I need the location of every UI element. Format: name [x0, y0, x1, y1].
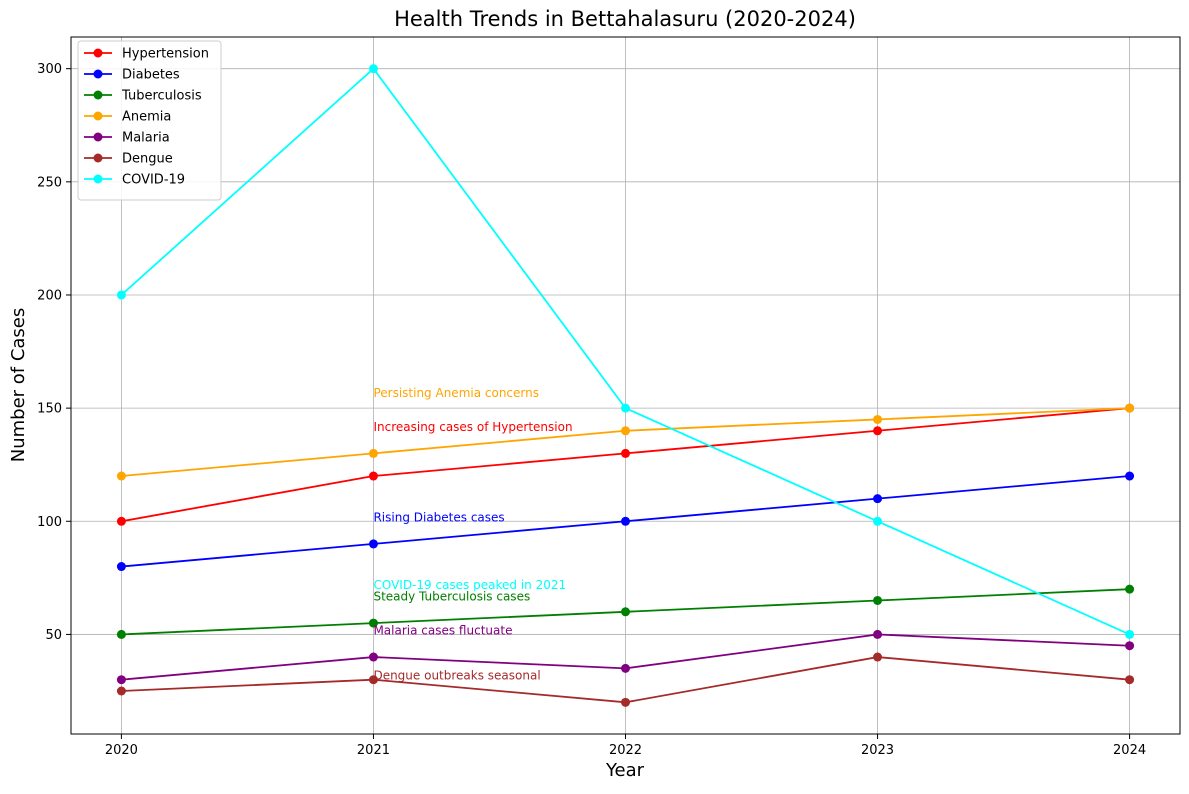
- x-tick-label: 2022: [609, 743, 642, 758]
- plot-area-frame: [70, 36, 1181, 735]
- series-hypertension: [116, 403, 1135, 526]
- annotation-label: Malaria cases fluctuate: [373, 623, 512, 637]
- data-point-anemia: [1125, 403, 1135, 413]
- series-tuberculosis: [116, 584, 1135, 639]
- data-point-hypertension: [368, 471, 378, 481]
- data-point-tuberculosis: [1125, 584, 1135, 594]
- data-point-covid-19: [873, 516, 883, 526]
- legend-entry: Malaria: [122, 131, 170, 146]
- data-point-covid-19: [621, 403, 630, 413]
- data-point-covid-19: [1125, 629, 1135, 639]
- legend-entry: Dengue: [122, 152, 173, 167]
- y-tick-label: 100: [37, 515, 62, 530]
- legend: Hypertension Diabetes Tuberculosis Anemia Ma…: [77, 40, 222, 201]
- y-tick-label: 250: [37, 175, 62, 190]
- annotation-label: COVID-19 cases peaked in 2021: [373, 578, 566, 592]
- data-point-diabetes: [873, 494, 883, 504]
- legend-entry: Anemia: [122, 110, 171, 125]
- legend-marker: [93, 48, 103, 58]
- data-point-tuberculosis: [368, 618, 378, 628]
- series-malaria: [116, 629, 1135, 685]
- x-tick-label: 2021: [357, 743, 390, 758]
- y-axis-ticks: 50 100 150 200 250 300: [37, 62, 71, 643]
- data-point-anemia: [873, 414, 883, 424]
- annotations: Persisting Anemia concerns Increasing cas…: [373, 386, 572, 683]
- data-point-malaria: [1125, 641, 1135, 651]
- y-tick-label: 50: [45, 628, 62, 643]
- legend-entry: COVID-19: [122, 173, 185, 188]
- data-point-hypertension: [873, 426, 883, 436]
- data-point-diabetes: [621, 516, 630, 526]
- data-point-anemia: [621, 426, 630, 436]
- data-point-hypertension: [116, 516, 126, 526]
- y-tick-label: 300: [37, 62, 62, 77]
- data-point-anemia: [368, 448, 378, 458]
- legend-entry: Diabetes: [122, 68, 180, 83]
- data-point-dengue: [621, 697, 630, 707]
- x-axis-ticks: 2020 2021 2022 2023 2024: [105, 734, 1146, 758]
- data-point-covid-19: [368, 64, 378, 74]
- y-axis-label: Number of Cases: [8, 308, 29, 463]
- annotation-label: Rising Diabetes cases: [373, 510, 504, 524]
- series-anemia: [116, 403, 1135, 481]
- x-tick-label: 2023: [861, 743, 894, 758]
- legend-marker: [93, 132, 103, 142]
- annotation-label: Increasing cases of Hypertension: [373, 420, 572, 434]
- data-point-malaria: [116, 675, 126, 685]
- data-point-dengue: [873, 652, 883, 662]
- legend-marker: [93, 174, 103, 184]
- data-point-malaria: [621, 663, 630, 673]
- data-point-dengue: [116, 686, 126, 696]
- series-diabetes: [116, 471, 1135, 572]
- x-tick-label: 2020: [105, 743, 138, 758]
- data-point-dengue: [1125, 675, 1135, 685]
- data-point-tuberculosis: [116, 629, 126, 639]
- series-covid-19: [116, 64, 1135, 639]
- annotation-label: Persisting Anemia concerns: [373, 386, 539, 400]
- data-point-malaria: [873, 629, 883, 639]
- legend-marker: [93, 90, 103, 100]
- data-point-tuberculosis: [873, 595, 883, 605]
- legend-marker: [93, 69, 103, 79]
- y-tick-label: 200: [37, 288, 62, 303]
- legend-box: [77, 40, 222, 201]
- chart-title: Health Trends in Bettahalasuru (2020-202…: [394, 7, 856, 31]
- series-lines: [116, 64, 1135, 707]
- legend-marker: [93, 153, 103, 163]
- x-tick-label: 2024: [1113, 743, 1146, 758]
- annotation-label: Dengue outbreaks seasonal: [373, 669, 540, 683]
- data-point-diabetes: [368, 539, 378, 549]
- data-point-malaria: [368, 652, 378, 662]
- x-axis-label: Year: [605, 760, 645, 781]
- data-point-diabetes: [116, 562, 126, 572]
- data-point-tuberculosis: [621, 607, 630, 617]
- grid: [71, 37, 1180, 734]
- y-tick-label: 150: [37, 402, 62, 417]
- legend-entry: Tuberculosis: [121, 89, 202, 104]
- legend-entry: Hypertension: [122, 47, 209, 62]
- data-point-diabetes: [1125, 471, 1135, 481]
- legend-marker: [93, 111, 103, 121]
- data-point-covid-19: [116, 290, 126, 300]
- data-point-anemia: [116, 471, 126, 481]
- annotation-label: Steady Tuberculosis cases: [373, 589, 530, 603]
- data-point-hypertension: [621, 448, 630, 458]
- data-point-dengue: [368, 675, 378, 685]
- series-dengue: [116, 652, 1135, 707]
